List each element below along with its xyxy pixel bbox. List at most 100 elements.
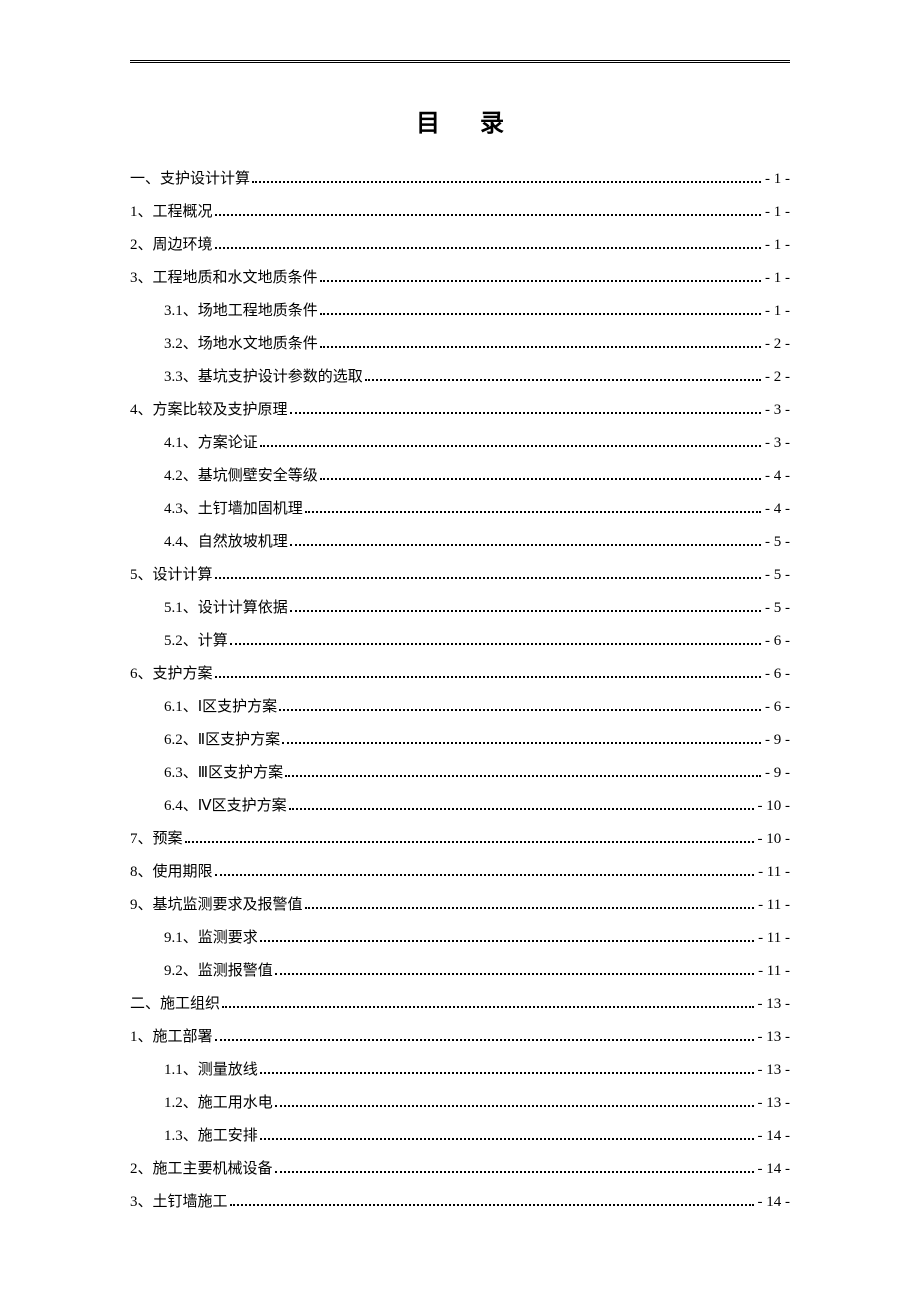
toc-entry: 4、方案比较及支护原理- 3 -	[130, 394, 790, 427]
toc-leader-dots	[260, 1072, 754, 1074]
toc-leader-dots	[215, 676, 761, 678]
toc-entry-page: - 1 -	[765, 163, 790, 196]
toc-entry: 3、工程地质和水文地质条件 - 1 -	[130, 262, 790, 295]
toc-title: 目录	[130, 103, 790, 138]
toc-leader-dots	[230, 1204, 754, 1206]
toc-leader-dots	[320, 346, 761, 348]
toc-entry-label: 3.3、基坑支护设计参数的选取	[164, 361, 363, 394]
toc-leader-dots	[275, 973, 754, 975]
toc-entry: 1、施工部署- 13 -	[130, 1021, 790, 1054]
toc-leader-dots	[185, 841, 754, 843]
toc-entry-page: - 11 -	[758, 922, 790, 955]
toc-entry: 一、支护设计计算 - 1 -	[130, 163, 790, 196]
toc-entry: 4.1、方案论证- 3 -	[130, 427, 790, 460]
toc-entry-label: 4.2、基坑侧壁安全等级	[164, 460, 318, 493]
toc-entry-label: 9.1、监测要求	[164, 922, 258, 955]
toc-entry-page: - 6 -	[765, 691, 790, 724]
toc-entry: 8、使用期限- 11 -	[130, 856, 790, 889]
document-page: 目录 一、支护设计计算- 1 -1、工程概况- 1 -2、周边环境- 1 -3、…	[0, 0, 920, 1279]
toc-entry-label: 2、周边环境	[130, 229, 213, 262]
toc-entry-page: - 11 -	[758, 955, 790, 988]
toc-entry-page: - 10 -	[758, 790, 791, 823]
toc-entry-page: - 1 -	[765, 229, 790, 262]
toc-entry: 1.2、施工用水电- 13 -	[130, 1087, 790, 1120]
toc-entry-page: - 5 -	[765, 559, 790, 592]
toc-entry: 4.4、自然放坡机理- 5 -	[130, 526, 790, 559]
toc-entry-label: 1、工程概况	[130, 196, 213, 229]
toc-entry-label: 1、施工部署	[130, 1021, 213, 1054]
toc-entry: 6.3、Ⅲ区支护方案 - 9 -	[130, 757, 790, 790]
toc-entry: 4.2、基坑侧壁安全等级- 4 -	[130, 460, 790, 493]
toc-entry-label: 2、施工主要机械设备	[130, 1153, 273, 1186]
toc-entry-label: 4.3、土钉墙加固机理	[164, 493, 303, 526]
toc-entry: 5、设计计算 - 5 -	[130, 559, 790, 592]
toc-entry-label: 7、预案	[130, 823, 183, 856]
toc-entry-label: 一、支护设计计算	[130, 163, 250, 196]
toc-entry-page: - 14 -	[758, 1153, 791, 1186]
toc-entry-label: 5、设计计算	[130, 559, 213, 592]
toc-entry-page: - 3 -	[765, 394, 790, 427]
toc-entry: 9.2、监测报警值 - 11 -	[130, 955, 790, 988]
toc-entry-label: 5.1、设计计算依据	[164, 592, 288, 625]
toc-entry: 3.2、场地水文地质条件- 2 -	[130, 328, 790, 361]
toc-leader-dots	[305, 511, 761, 513]
toc-leader-dots	[279, 709, 761, 711]
toc-leader-dots	[305, 907, 755, 909]
toc-entry: 3.1、场地工程地质条件 - 1 -	[130, 295, 790, 328]
toc-leader-dots	[215, 1039, 754, 1041]
toc-entry-label: 6.1、Ⅰ区支护方案	[164, 691, 277, 724]
toc-leader-dots	[260, 940, 754, 942]
toc-entry-label: 1.1、测量放线	[164, 1054, 258, 1087]
table-of-contents: 一、支护设计计算- 1 -1、工程概况- 1 -2、周边环境- 1 -3、工程地…	[130, 163, 790, 1219]
toc-entry-page: - 9 -	[765, 724, 790, 757]
toc-entry: 二、施工组织- 13 -	[130, 988, 790, 1021]
toc-entry-label: 5.2、计算	[164, 625, 228, 658]
toc-leader-dots	[275, 1105, 754, 1107]
toc-leader-dots	[365, 379, 761, 381]
toc-entry: 6.2、Ⅱ区支护方案- 9 -	[130, 724, 790, 757]
toc-entry-page: - 14 -	[758, 1120, 791, 1153]
toc-entry-page: - 2 -	[765, 328, 790, 361]
toc-leader-dots	[215, 247, 761, 249]
toc-entry-label: 3.1、场地工程地质条件	[164, 295, 318, 328]
toc-entry-page: - 11 -	[758, 856, 790, 889]
toc-entry-label: 1.2、施工用水电	[164, 1087, 273, 1120]
toc-entry-label: 4.4、自然放坡机理	[164, 526, 288, 559]
toc-entry-label: 二、施工组织	[130, 988, 220, 1021]
toc-entry-page: - 9 -	[765, 757, 790, 790]
toc-entry: 7、预案 - 10 -	[130, 823, 790, 856]
toc-entry: 1.1、测量放线 - 13 -	[130, 1054, 790, 1087]
toc-leader-dots	[290, 412, 761, 414]
toc-entry: 9、基坑监测要求及报警值 - 11 -	[130, 889, 790, 922]
toc-entry-label: 9、基坑监测要求及报警值	[130, 889, 303, 922]
toc-entry-label: 3、土钉墙施工	[130, 1186, 228, 1219]
toc-entry-page: - 6 -	[765, 625, 790, 658]
toc-entry: 5.2、计算 - 6 -	[130, 625, 790, 658]
toc-leader-dots	[215, 577, 761, 579]
toc-entry-page: - 13 -	[758, 1054, 791, 1087]
toc-leader-dots	[275, 1171, 754, 1173]
toc-leader-dots	[320, 478, 761, 480]
toc-leader-dots	[290, 544, 761, 546]
toc-leader-dots	[215, 874, 755, 876]
toc-entry-label: 9.2、监测报警值	[164, 955, 273, 988]
toc-entry-label: 3、工程地质和水文地质条件	[130, 262, 318, 295]
toc-entry: 2、周边环境 - 1 -	[130, 229, 790, 262]
toc-entry-page: - 1 -	[765, 262, 790, 295]
toc-entry-page: - 4 -	[765, 493, 790, 526]
toc-leader-dots	[320, 313, 761, 315]
toc-entry-page: - 2 -	[765, 361, 790, 394]
toc-entry-page: - 1 -	[765, 196, 790, 229]
toc-entry: 6.1、Ⅰ区支护方案 - 6 -	[130, 691, 790, 724]
toc-entry: 2、施工主要机械设备 - 14 -	[130, 1153, 790, 1186]
toc-entry: 6.4、Ⅳ区支护方案- 10 -	[130, 790, 790, 823]
toc-entry-label: 6.3、Ⅲ区支护方案	[164, 757, 283, 790]
toc-entry-label: 6、支护方案	[130, 658, 213, 691]
toc-entry-page: - 10 -	[758, 823, 791, 856]
toc-entry: 6、支护方案- 6 -	[130, 658, 790, 691]
toc-entry-page: - 1 -	[765, 295, 790, 328]
toc-entry-page: - 11 -	[758, 889, 790, 922]
toc-entry: 1.3、施工安排- 14 -	[130, 1120, 790, 1153]
toc-leader-dots	[289, 808, 754, 810]
toc-entry: 4.3、土钉墙加固机理 - 4 -	[130, 493, 790, 526]
